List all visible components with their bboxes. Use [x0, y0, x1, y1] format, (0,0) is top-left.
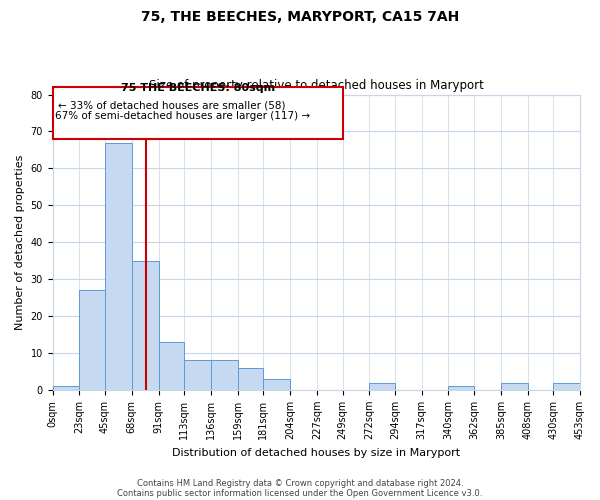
Text: 75, THE BEECHES, MARYPORT, CA15 7AH: 75, THE BEECHES, MARYPORT, CA15 7AH — [141, 10, 459, 24]
Text: Contains HM Land Registry data © Crown copyright and database right 2024.: Contains HM Land Registry data © Crown c… — [137, 478, 463, 488]
Bar — [501, 382, 527, 390]
Bar — [448, 386, 474, 390]
Bar — [184, 360, 211, 390]
Text: 75 THE BEECHES: 80sqm: 75 THE BEECHES: 80sqm — [121, 82, 275, 92]
Bar — [53, 386, 79, 390]
Title: Size of property relative to detached houses in Maryport: Size of property relative to detached ho… — [149, 79, 484, 92]
Y-axis label: Number of detached properties: Number of detached properties — [15, 154, 25, 330]
Bar — [238, 368, 263, 390]
Text: 67% of semi-detached houses are larger (117) →: 67% of semi-detached houses are larger (… — [55, 111, 310, 121]
FancyBboxPatch shape — [53, 87, 343, 139]
Bar — [211, 360, 238, 390]
X-axis label: Distribution of detached houses by size in Maryport: Distribution of detached houses by size … — [172, 448, 460, 458]
Bar — [158, 342, 184, 390]
Text: ← 33% of detached houses are smaller (58): ← 33% of detached houses are smaller (58… — [58, 100, 286, 110]
Bar — [132, 260, 158, 390]
Bar — [105, 142, 132, 390]
Bar — [553, 382, 580, 390]
Bar — [263, 379, 290, 390]
Text: Contains public sector information licensed under the Open Government Licence v3: Contains public sector information licen… — [118, 488, 482, 498]
Bar — [369, 382, 395, 390]
Bar — [79, 290, 105, 390]
